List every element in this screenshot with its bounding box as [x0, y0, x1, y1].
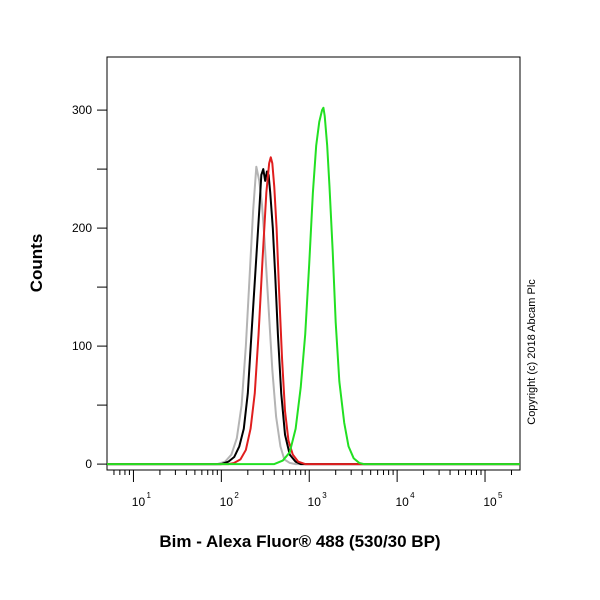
x-tick-label-exponent: 2	[234, 491, 239, 500]
x-tick-label-exponent: 3	[322, 491, 327, 500]
x-tick-label-base: 10	[308, 495, 322, 509]
y-axis-title: Counts	[27, 234, 46, 293]
plot-frame	[106, 56, 521, 471]
histogram-series-2	[107, 168, 520, 466]
x-axis: 10 1 10 2 10 3 10 4 10 5	[113, 470, 512, 509]
y-axis: 0 100 200 300	[72, 103, 107, 471]
x-tick-label-base: 10	[132, 495, 146, 509]
y-tick-label: 0	[85, 457, 92, 471]
y-tick-label: 200	[72, 221, 92, 235]
x-tick-label-exponent: 4	[410, 491, 415, 500]
x-tick-label-base: 10	[220, 495, 234, 509]
y-tick-label: 300	[72, 103, 92, 117]
x-tick-label-base: 10	[395, 495, 409, 509]
x-tick-label-base: 10	[483, 495, 497, 509]
copyright-notice: Copyright (c) 2018 Abcam Plc	[526, 279, 538, 425]
x-tick-label-exponent: 5	[498, 491, 503, 500]
x-axis-title: Bim - Alexa Fluor® 488 (530/30 BP)	[159, 532, 440, 551]
x-tick-label-exponent: 1	[146, 491, 151, 500]
histogram-series-1	[107, 165, 520, 466]
histogram-series-4	[107, 106, 520, 466]
y-tick-label: 100	[72, 339, 92, 353]
histogram-series-3	[107, 156, 520, 466]
series-layer	[107, 106, 520, 466]
